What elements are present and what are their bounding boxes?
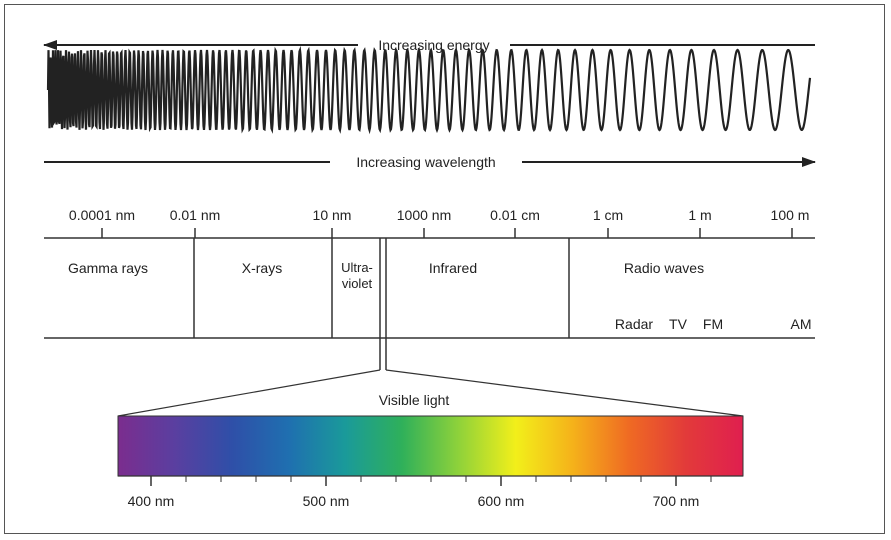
radio-tv: TV [669,316,688,332]
scale-tick-label: 1000 nm [397,207,451,223]
visible-spectrum-bar [117,415,744,477]
band-dividers [193,238,570,370]
wavelength-label: Increasing wavelength [356,154,495,170]
scale-tick-label: 100 m [771,207,810,223]
wave-curve [46,45,812,135]
visible-tick-600: 600 nm [478,493,525,509]
scale-ticks [101,228,793,238]
visible-tick-500: 500 nm [303,493,350,509]
diagram-frame [4,4,885,534]
radio-am: AM [791,316,812,332]
visible-tick-400: 400 nm [128,493,175,509]
region-ultraviolet-line2: violet [342,276,373,291]
scale-tick-label: 0.0001 nm [69,207,135,223]
scale-tick-label: 0.01 cm [490,207,540,223]
visible-major-ticks [150,476,677,486]
radio-fm: FM [703,316,723,332]
region-infrared: Infrared [429,260,477,276]
zoom-line-left [117,369,381,417]
scale-tick-label: 0.01 nm [170,207,221,223]
radio-radar: Radar [615,316,653,332]
zoom-line-right [385,369,744,417]
visible-tick-700: 700 nm [653,493,700,509]
region-gamma-rays: Gamma rays [68,260,148,276]
energy-label: Increasing energy [378,37,489,53]
region-x-rays: X-rays [242,260,282,276]
visible-minor-ticks [150,476,712,482]
scale-tick-label: 1 cm [593,207,623,223]
region-radio-waves: Radio waves [624,260,704,276]
visible-light-label: Visible light [379,392,450,408]
scale-tick-label: 10 nm [313,207,352,223]
scale-tick-label: 1 m [688,207,711,223]
region-ultraviolet-line1: Ultra- [341,260,373,275]
